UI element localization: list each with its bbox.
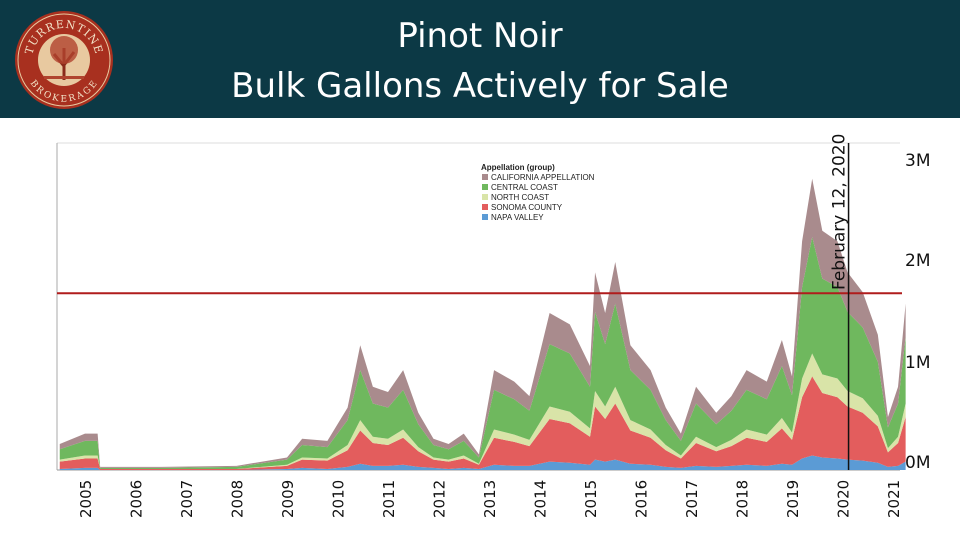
- legend-label: NORTH COAST: [491, 193, 549, 202]
- area-north-coast: [59, 353, 906, 469]
- legend-swatch: [482, 184, 488, 190]
- x-tick-label: 2016: [633, 480, 651, 518]
- x-tick-label: 2014: [532, 480, 550, 518]
- legend-label: CENTRAL COAST: [491, 183, 558, 192]
- legend-swatch: [482, 204, 488, 210]
- x-tick-label: 2018: [734, 480, 752, 518]
- legend-title: Appellation (group): [481, 163, 555, 172]
- x-tick-label: 2012: [431, 480, 449, 518]
- x-tick-label: 2005: [77, 480, 95, 518]
- area-sonoma-county: [59, 376, 906, 470]
- annotation-label: February 12, 2020: [830, 134, 850, 290]
- title-line-1: Pinot Noir: [397, 16, 563, 56]
- x-tick-label: 2010: [330, 480, 348, 518]
- x-tick-label: 2007: [178, 480, 196, 518]
- area-california-appellation: [59, 178, 906, 468]
- legend-swatch: [482, 214, 488, 220]
- legend-swatch: [482, 194, 488, 200]
- x-tick-label: 2008: [229, 480, 247, 518]
- x-tick-label: 2013: [481, 480, 499, 518]
- y-tick-label: 1M: [905, 353, 930, 373]
- legend: Appellation (group) CALIFORNIA APPELLATI…: [481, 163, 595, 222]
- x-tick-label: 2009: [279, 480, 297, 518]
- y-tick-label: 3M: [905, 151, 930, 171]
- x-tick-label: 2019: [784, 480, 802, 518]
- x-tick-label: 2006: [128, 480, 146, 518]
- x-tick-label: 2020: [835, 480, 853, 518]
- area-central-coast: [59, 237, 906, 469]
- y-tick-label: 2M: [905, 251, 930, 271]
- x-tick-label: 2011: [380, 480, 398, 518]
- area-napa-valley: [59, 455, 906, 470]
- legend-label: NAPA VALLEY: [491, 213, 544, 222]
- legend-swatch: [482, 174, 488, 180]
- legend-label: SONOMA COUNTY: [491, 203, 563, 212]
- turrentine-brokerage-logo: TURRENTINE BROKERAGE: [15, 11, 113, 109]
- legend-label: CALIFORNIA APPELLATION: [491, 173, 595, 182]
- title-banner: TURRENTINE BROKERAGE Pinot Noir Bulk Gal…: [0, 0, 960, 118]
- title-line-2: Bulk Gallons Actively for Sale: [231, 66, 729, 106]
- x-tick-label: 2017: [683, 480, 701, 518]
- x-tick-label: 2015: [582, 480, 600, 518]
- y-tick-label: 0M: [905, 453, 930, 473]
- x-tick-label: 2021: [885, 480, 903, 518]
